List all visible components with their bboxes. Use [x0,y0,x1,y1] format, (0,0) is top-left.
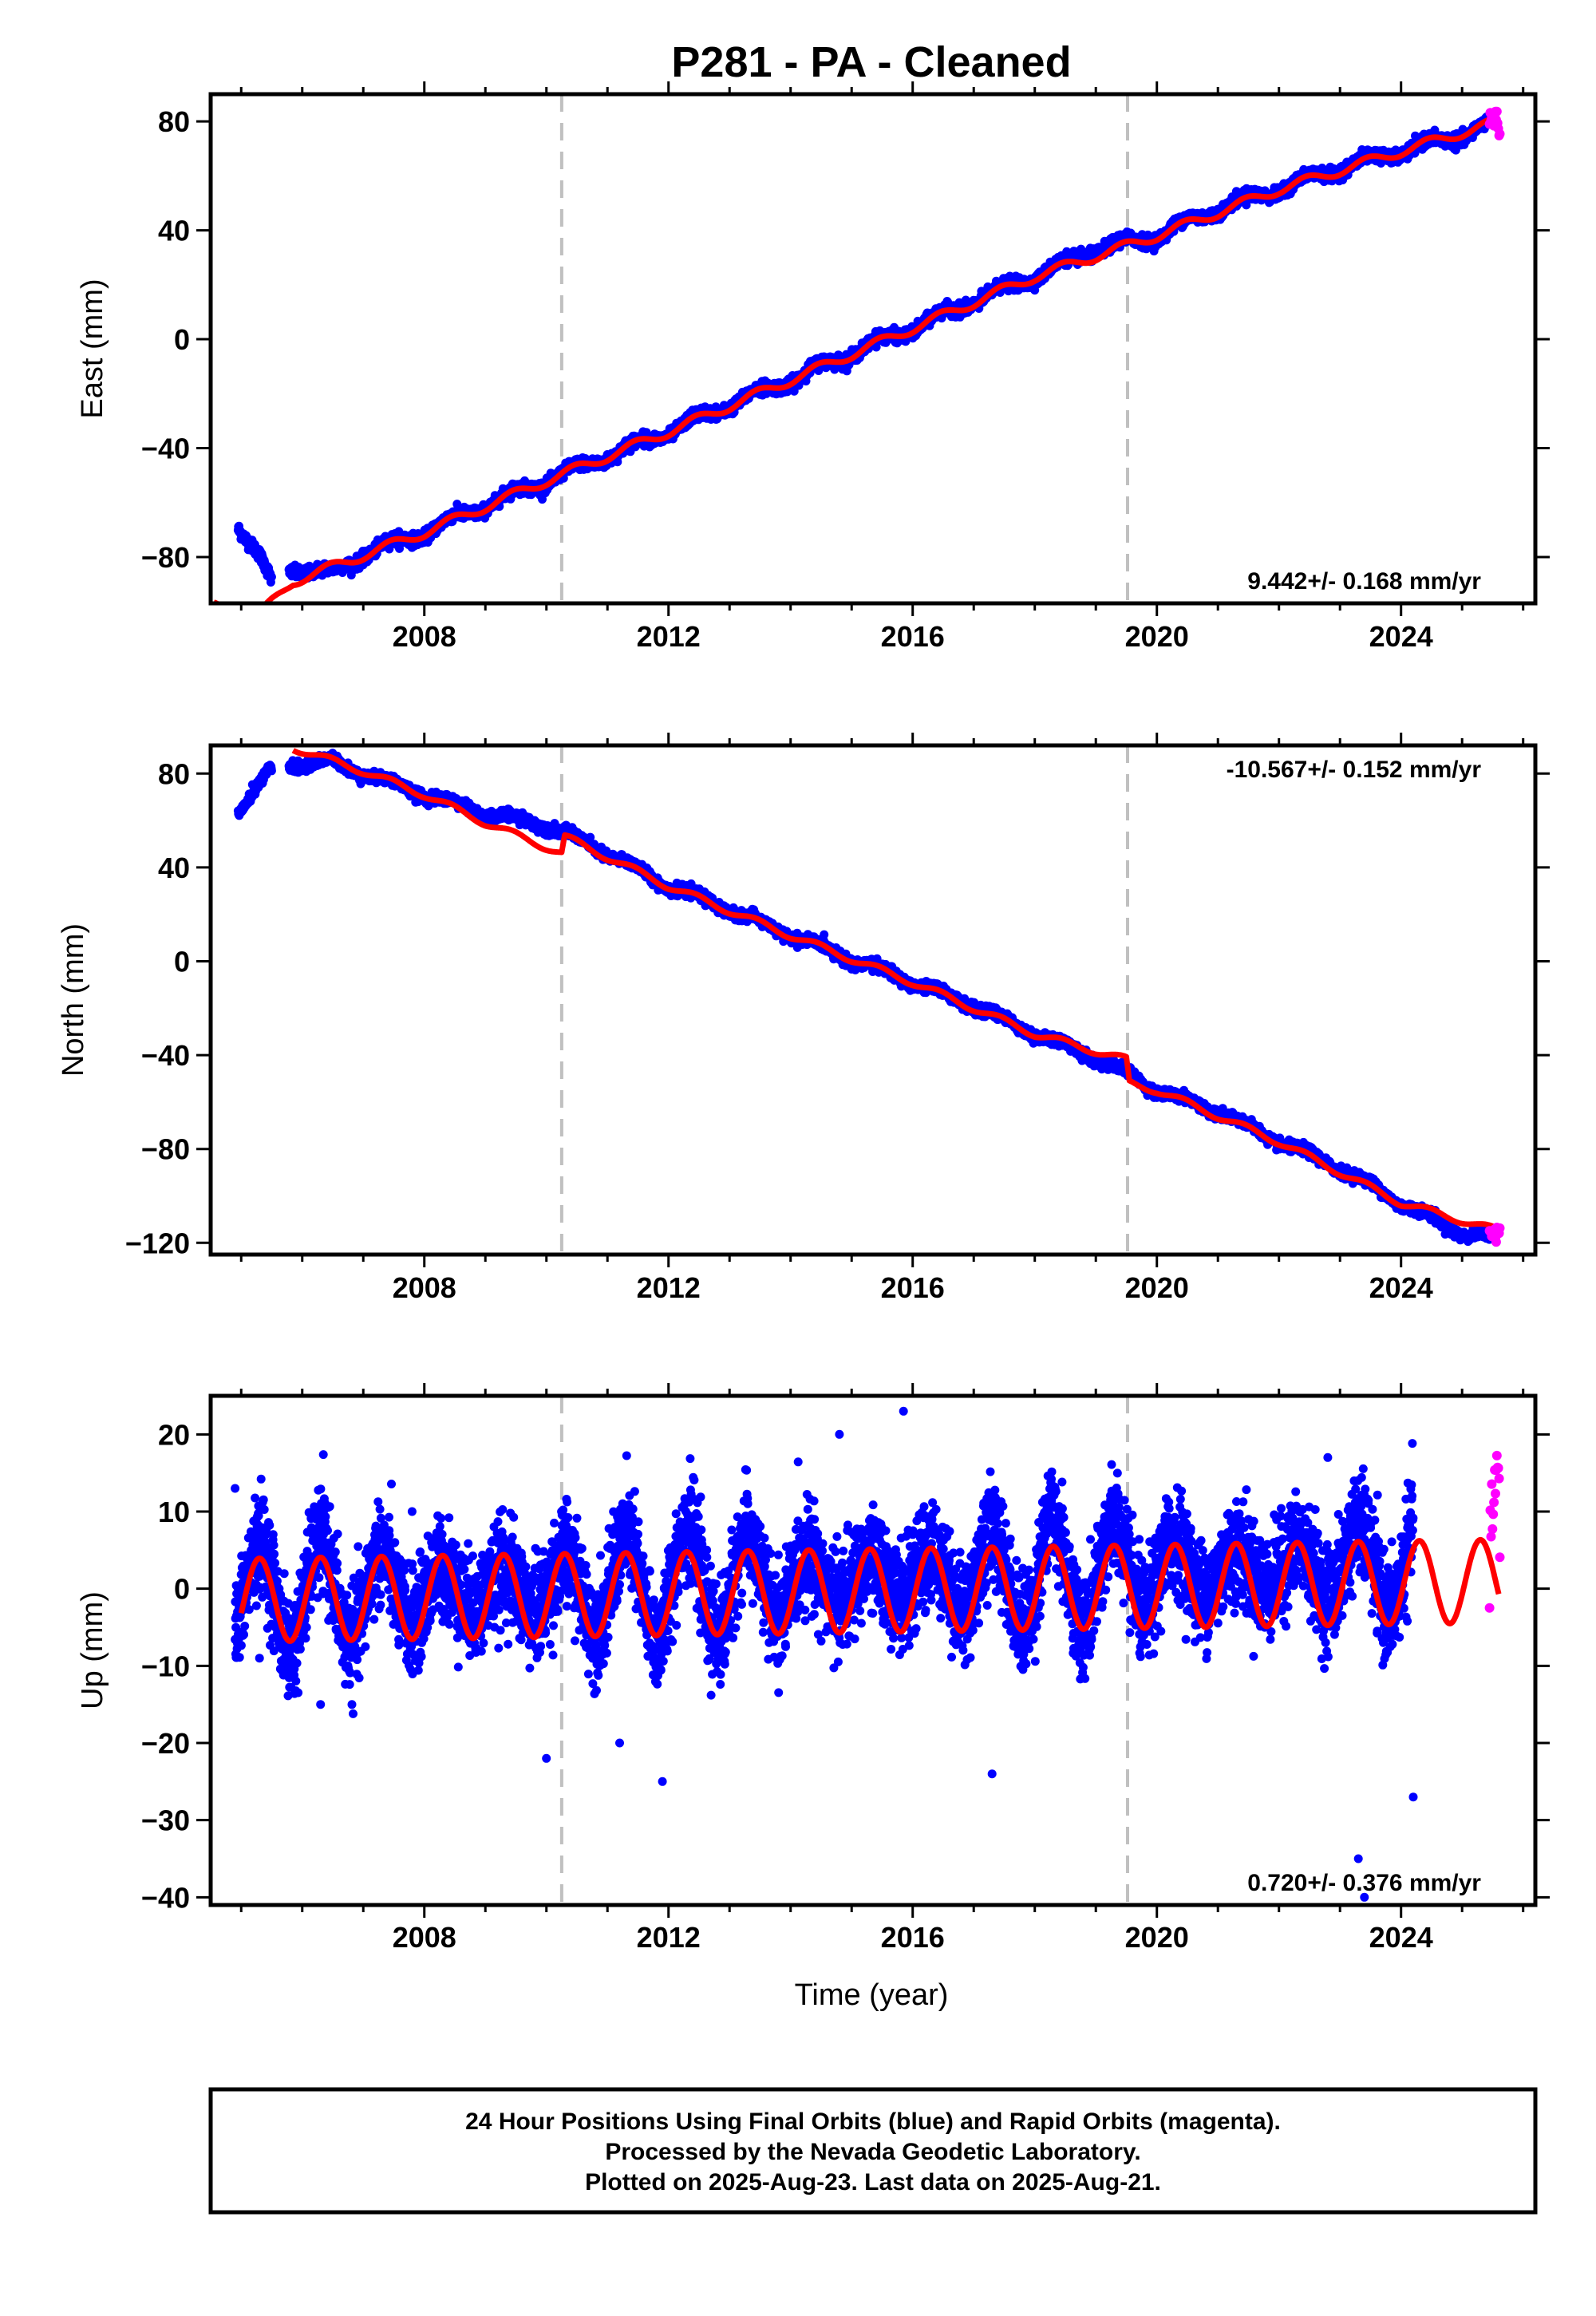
east-plot-area [211,94,1505,603]
y-tick-label: −80 [141,541,190,574]
x-tick-label: 2024 [1369,620,1433,653]
y-tick-label: 40 [158,215,190,247]
east-axis-label: East (mm) [76,279,109,418]
final-orbit-point [267,766,276,776]
y-tick-label: 0 [174,323,190,356]
figure-title: P281 - PA - Cleaned [671,38,1071,86]
east-rate-label: 9.442+/- 0.168 mm/yr [1247,568,1481,595]
east-panel: 2008 2012 2016 2020 2024 80 40 0 −40 −80 East (mm)… [76,81,1550,653]
x-tick-label: 2012 [637,620,701,653]
rapid-orbit-point [1491,106,1502,117]
rapid-orbit-point [1495,128,1505,139]
x-tick-label: 2008 [393,620,456,653]
y-tick-label: −40 [141,433,190,465]
x-tick-label: 2020 [1125,620,1189,653]
x-tick-label: 2016 [881,620,945,653]
final-orbit-point [267,572,276,582]
y-tick-label: 80 [158,105,190,138]
